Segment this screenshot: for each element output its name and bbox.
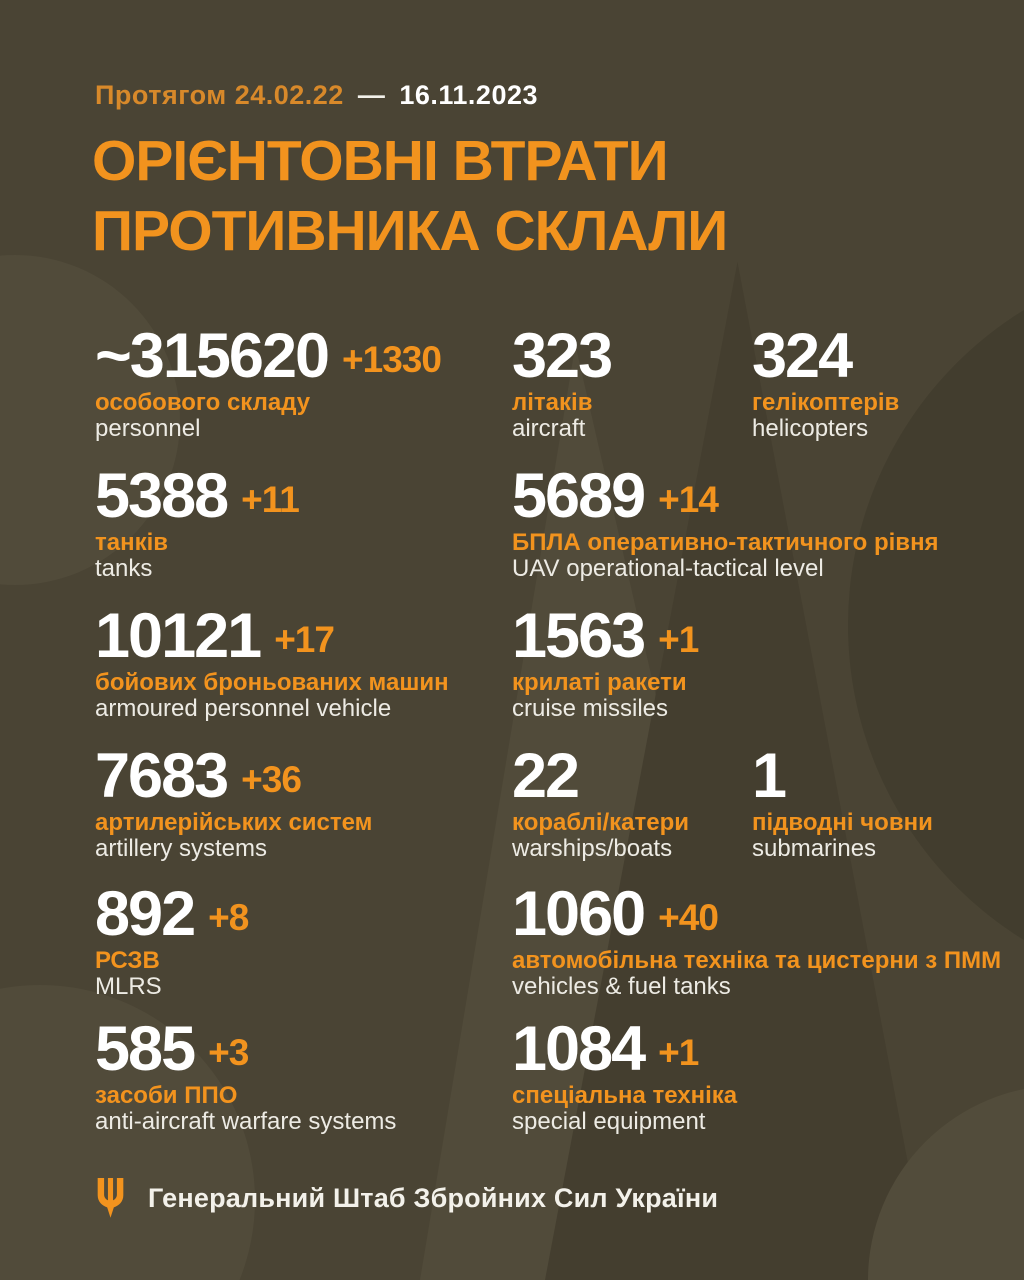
stat-label-uk: бойових броньованих машин [95, 669, 449, 696]
stat-value: 324 [752, 321, 853, 391]
stat-value: 5689 [512, 461, 646, 531]
stat-helicopters: 324 гелікоптерів helicopters [752, 325, 899, 442]
stat-label-uk: засоби ППО [95, 1082, 238, 1109]
stat-anti-aircraft: 585 +3 засоби ППО anti-aircraft warfare … [95, 1018, 396, 1135]
stat-label-uk: крилаті ракети [512, 669, 687, 696]
stat-label-en: personnel [95, 415, 201, 442]
stat-label-en: vehicles & fuel tanks [512, 973, 731, 1000]
stat-label-uk: БПЛА оперативно-тактичного рівня [512, 529, 939, 556]
page-title: ОРІЄНТОВНІ ВТРАТИ ПРОТИВНИКА СКЛАЛИ [92, 126, 728, 266]
stat-delta: +11 [241, 479, 300, 520]
stat-delta: +1330 [342, 339, 442, 380]
stat-label-en: MLRS [95, 973, 162, 1000]
stat-label-uk: особового складу [95, 389, 311, 416]
stat-value: 5388 [95, 461, 229, 531]
stat-label-uk: підводні човни [752, 809, 933, 836]
stat-value: 7683 [95, 741, 229, 811]
title-line-1: ОРІЄНТОВНІ ВТРАТИ [92, 129, 669, 193]
stat-delta: +14 [658, 479, 719, 520]
stat-delta: +1 [658, 1032, 699, 1073]
stat-artillery: 7683 +36 артилерійських систем artillery… [95, 745, 372, 862]
stat-submarines: 1 підводні човни submarines [752, 745, 933, 862]
stat-value: 323 [512, 321, 613, 391]
stat-delta: +36 [241, 759, 302, 800]
tryzub-icon [95, 1178, 126, 1219]
stat-uav: 5689 +14 БПЛА оперативно-тактичного рівн… [512, 465, 939, 582]
stat-label-en: cruise missiles [512, 695, 669, 722]
stat-label-en: helicopters [752, 415, 869, 442]
stat-label-uk: РСЗВ [95, 947, 160, 974]
stat-label-uk: автомобільна техніка та цистерни з ПММ [512, 947, 1002, 974]
stat-delta: +17 [274, 619, 335, 660]
stat-delta: +8 [208, 897, 249, 938]
stat-label-uk: танків [95, 529, 169, 556]
stat-label-en: special equipment [512, 1108, 706, 1135]
stat-label-en: artillery systems [95, 835, 268, 862]
footer-org-name: Генеральний Штаб Збройних Сил України [148, 1183, 719, 1213]
stat-value: 892 [95, 879, 196, 949]
stat-warships: 22 кораблі/катери warships/boats [512, 745, 689, 862]
stat-cruise-missiles: 1563 +1 крилаті ракети cruise missiles [512, 601, 699, 722]
footer: Генеральний Штаб Збройних Сил України [95, 1178, 718, 1219]
stat-personnel: ~315620 +1330 особового складу personnel [95, 321, 442, 442]
stat-label-en: tanks [95, 555, 153, 582]
stat-label-en: UAV operational-tactical level [512, 555, 824, 582]
stat-mlrs: 892 +8 РСЗВ MLRS [95, 879, 249, 1000]
report-date: 16.11.2023 [399, 80, 538, 110]
stat-value: 1084 [512, 1014, 646, 1084]
stat-label-uk: кораблі/катери [512, 809, 690, 836]
stat-value: 1563 [512, 601, 646, 671]
period-line: Протягом 24.02.22 — 16.11.2023 [95, 80, 538, 111]
stat-label-en: aircraft [512, 415, 586, 442]
period-separator: — [357, 80, 386, 110]
stat-value: 585 [95, 1014, 196, 1084]
stat-value: 22 [512, 741, 580, 811]
stat-label-en: submarines [752, 835, 877, 862]
period-text: Протягом 24.02.22 [95, 80, 344, 110]
stat-value: 10121 [95, 601, 262, 671]
stat-aircraft: 323 літаків aircraft [512, 325, 625, 442]
stat-value: 1 [752, 741, 787, 811]
stat-value: 1060 [512, 879, 646, 949]
stat-armoured-vehicles: 10121 +17 бойових броньованих машин armo… [95, 605, 449, 722]
stat-delta: +40 [658, 897, 719, 938]
stat-tanks: 5388 +11 танків tanks [95, 461, 300, 582]
stat-label-uk: літаків [512, 389, 593, 416]
stat-label-uk: артилерійських систем [95, 809, 373, 836]
title-line-2: ПРОТИВНИКА СКЛАЛИ [92, 199, 728, 263]
stat-label-en: armoured personnel vehicle [95, 695, 392, 722]
stat-label-uk: спеціальна техніка [512, 1082, 738, 1109]
stat-label-en: warships/boats [512, 835, 673, 862]
stat-delta: +3 [208, 1032, 249, 1073]
stat-special-equipment: 1084 +1 спеціальна техніка special equip… [512, 1018, 737, 1135]
stat-delta: +1 [658, 619, 699, 660]
watermark-circle-bottom-right [868, 1085, 1024, 1280]
stat-value: ~315620 [95, 321, 330, 391]
stat-label-en: anti-aircraft warfare systems [95, 1108, 397, 1135]
stat-vehicles-fuel-tanks: 1060 +40 автомобільна техніка та цистерн… [512, 883, 1001, 1000]
stat-label-uk: гелікоптерів [752, 389, 900, 416]
